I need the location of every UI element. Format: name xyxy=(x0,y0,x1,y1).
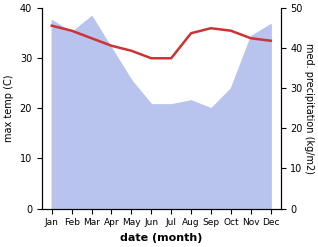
Y-axis label: med. precipitation (kg/m2): med. precipitation (kg/m2) xyxy=(304,43,314,174)
Y-axis label: max temp (C): max temp (C) xyxy=(4,75,14,142)
X-axis label: date (month): date (month) xyxy=(120,233,203,243)
